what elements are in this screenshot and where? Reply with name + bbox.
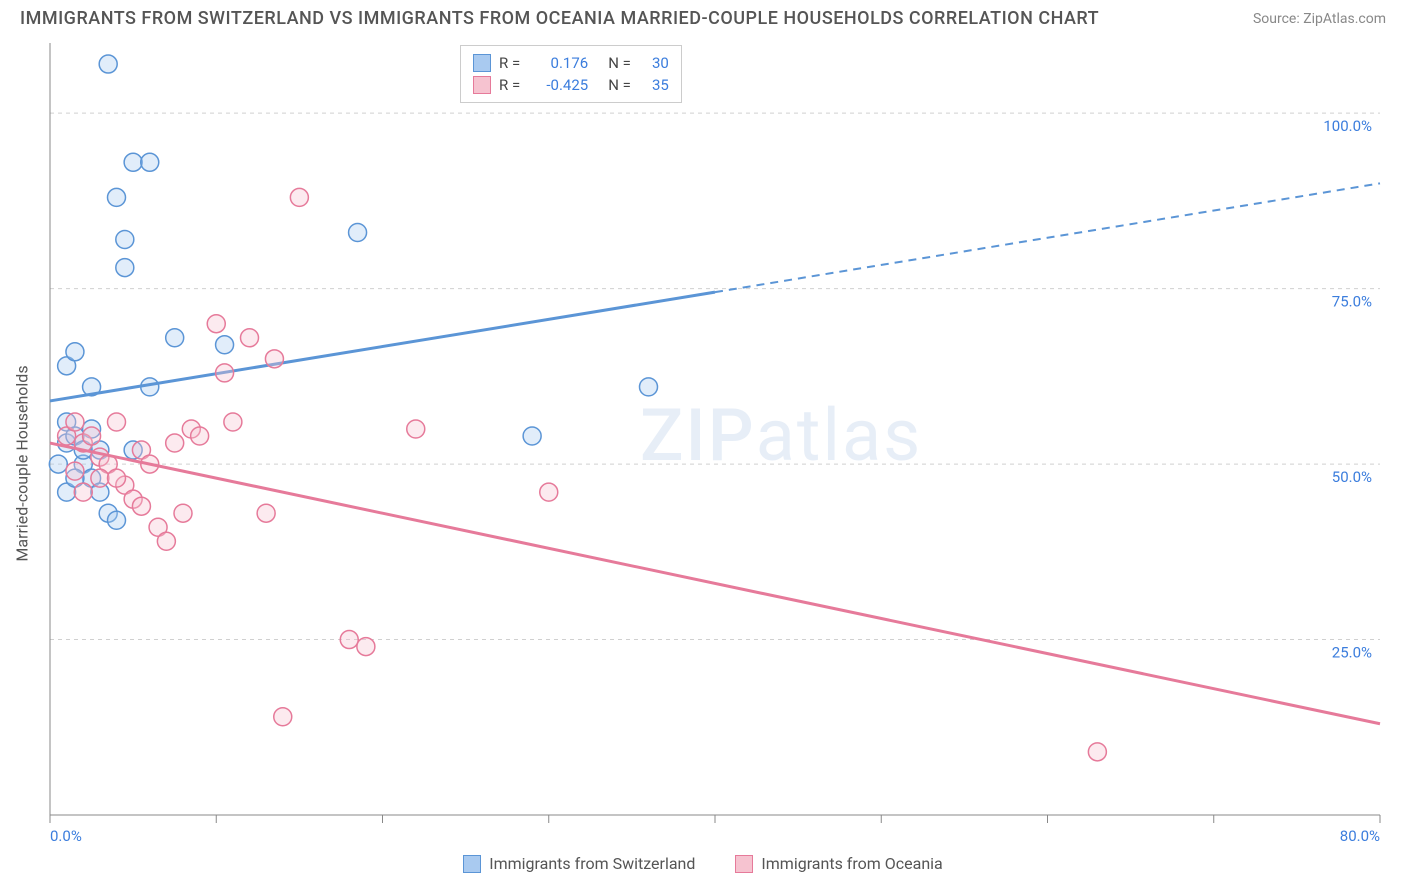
n-value: 35: [639, 74, 669, 96]
legend-swatch: [473, 54, 491, 72]
svg-text:80.0%: 80.0%: [1340, 827, 1380, 843]
r-value: 0.176: [528, 52, 588, 74]
legend-swatch: [473, 76, 491, 94]
y-axis-label: Married-couple Households: [13, 365, 32, 561]
r-value: -0.425: [528, 74, 588, 96]
series-label: Immigrants from Switzerland: [489, 854, 695, 873]
scatter-chart: 25.0% 50.0% 75.0% 100.0% 0.0% 80.0%: [0, 33, 1406, 843]
svg-text:100.0%: 100.0%: [1323, 117, 1372, 135]
series-legend-item: Immigrants from Switzerland: [463, 854, 695, 873]
svg-text:0.0%: 0.0%: [50, 827, 82, 843]
series-legend-item: Immigrants from Oceania: [735, 854, 942, 873]
correlation-legend-row: R = -0.425 N = 35: [473, 74, 669, 96]
correlation-legend-row: R = 0.176 N = 30: [473, 52, 669, 74]
chart-area: Married-couple Households 25.0% 50.0% 75.0…: [0, 33, 1406, 875]
legend-swatch: [463, 855, 481, 873]
svg-text:50.0%: 50.0%: [1332, 468, 1372, 486]
n-label: N =: [608, 74, 631, 96]
svg-text:75.0%: 75.0%: [1332, 293, 1372, 311]
series-legend: Immigrants from Switzerland Immigrants fr…: [0, 854, 1406, 873]
n-label: N =: [608, 52, 631, 74]
r-label: R =: [499, 52, 520, 74]
correlation-legend: R = 0.176 N = 30 R = -0.425 N = 35: [460, 45, 682, 103]
legend-swatch: [735, 855, 753, 873]
source-label: Source: ZipAtlas.com: [1253, 11, 1386, 27]
svg-text:25.0%: 25.0%: [1332, 644, 1372, 662]
title-bar: IMMIGRANTS FROM SWITZERLAND VS IMMIGRANT…: [0, 0, 1406, 33]
n-value: 30: [639, 52, 669, 74]
series-label: Immigrants from Oceania: [761, 854, 942, 873]
r-label: R =: [499, 74, 520, 96]
chart-title: IMMIGRANTS FROM SWITZERLAND VS IMMIGRANT…: [20, 8, 1099, 29]
